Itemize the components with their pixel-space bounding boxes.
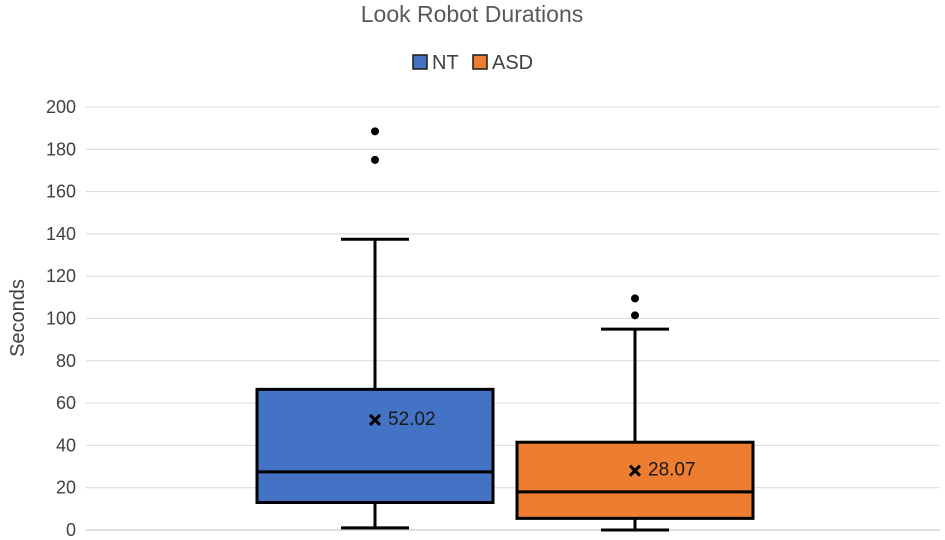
- y-axis-label: Seconds: [7, 279, 29, 357]
- legend-label-asd: ASD: [492, 52, 533, 74]
- legend: NT ASD: [412, 52, 533, 74]
- gridlines: [86, 106, 940, 531]
- y-tick-label: 180: [46, 139, 76, 159]
- outlier-point: [371, 155, 379, 164]
- y-tick-label: 0: [66, 520, 76, 540]
- outlier-point: [631, 294, 639, 303]
- legend-swatch-nt: [412, 54, 428, 70]
- mean-label: 28.07: [648, 460, 696, 481]
- mean-label: 52.02: [388, 409, 436, 430]
- iqr-box: [515, 440, 755, 520]
- y-tick-label: 200: [46, 97, 76, 117]
- y-tick-label: 100: [46, 309, 76, 329]
- box-asd: 28.07: [515, 294, 755, 532]
- iqr-box: [255, 387, 495, 505]
- y-tick-label: 60: [56, 393, 76, 413]
- legend-swatch-asd: [472, 54, 488, 70]
- y-tick-label: 120: [46, 266, 76, 286]
- y-tick-label: 140: [46, 224, 76, 244]
- mean-marker: [628, 464, 642, 477]
- y-tick-label: 40: [56, 435, 76, 455]
- outlier-point: [631, 311, 639, 320]
- y-tick-label: 80: [56, 351, 76, 371]
- y-tick-label: 160: [46, 182, 76, 202]
- y-axis-ticks: 0 20 40 60 80 100 120 140 160 180 200: [46, 97, 76, 540]
- box-series: 52.02 28.07: [255, 127, 755, 532]
- outlier-point: [371, 127, 379, 136]
- chart-title: Look Robot Durations: [361, 1, 583, 27]
- y-tick-label: 20: [56, 478, 76, 498]
- mean-marker: [368, 413, 382, 427]
- legend-label-nt: NT: [432, 52, 459, 74]
- box-nt: 52.02: [255, 127, 495, 530]
